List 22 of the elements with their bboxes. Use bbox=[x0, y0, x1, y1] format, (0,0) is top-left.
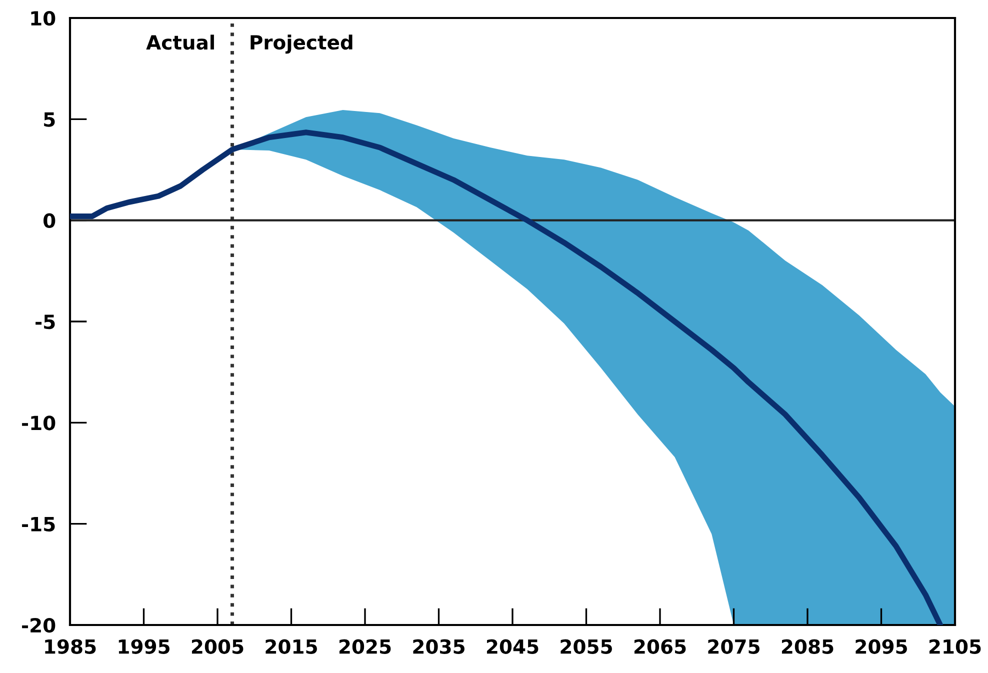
y-tick-label: -20 bbox=[22, 618, 56, 633]
annotation: Actual bbox=[146, 34, 214, 50]
x-tick-label: 2045 bbox=[486, 639, 538, 654]
x-tick-label: 2065 bbox=[634, 639, 686, 654]
x-tick-label: 2085 bbox=[782, 639, 834, 654]
y-tick-label: 0 bbox=[44, 213, 56, 228]
x-tick-label: 2075 bbox=[708, 639, 760, 654]
x-tick-label: 1995 bbox=[118, 639, 170, 654]
x-tick-label: 2055 bbox=[560, 639, 612, 654]
y-tick-label: 5 bbox=[44, 112, 55, 127]
x-tick-label: 1985 bbox=[45, 639, 96, 654]
y-tick-label: -10 bbox=[22, 416, 56, 430]
x-tick-label: 2025 bbox=[339, 639, 391, 654]
x-tick-label: 2095 bbox=[856, 639, 907, 654]
annotation: Projected bbox=[250, 34, 352, 54]
x-tick-label: 2105 bbox=[929, 639, 981, 654]
y-tick-label: -5 bbox=[36, 314, 55, 330]
x-tick-label: 2035 bbox=[413, 639, 464, 654]
y-tick-label: -15 bbox=[22, 517, 55, 532]
y-tick-label: 10 bbox=[31, 10, 56, 26]
x-tick-label: 2015 bbox=[266, 639, 317, 654]
x-tick-label: 2005 bbox=[192, 639, 244, 654]
